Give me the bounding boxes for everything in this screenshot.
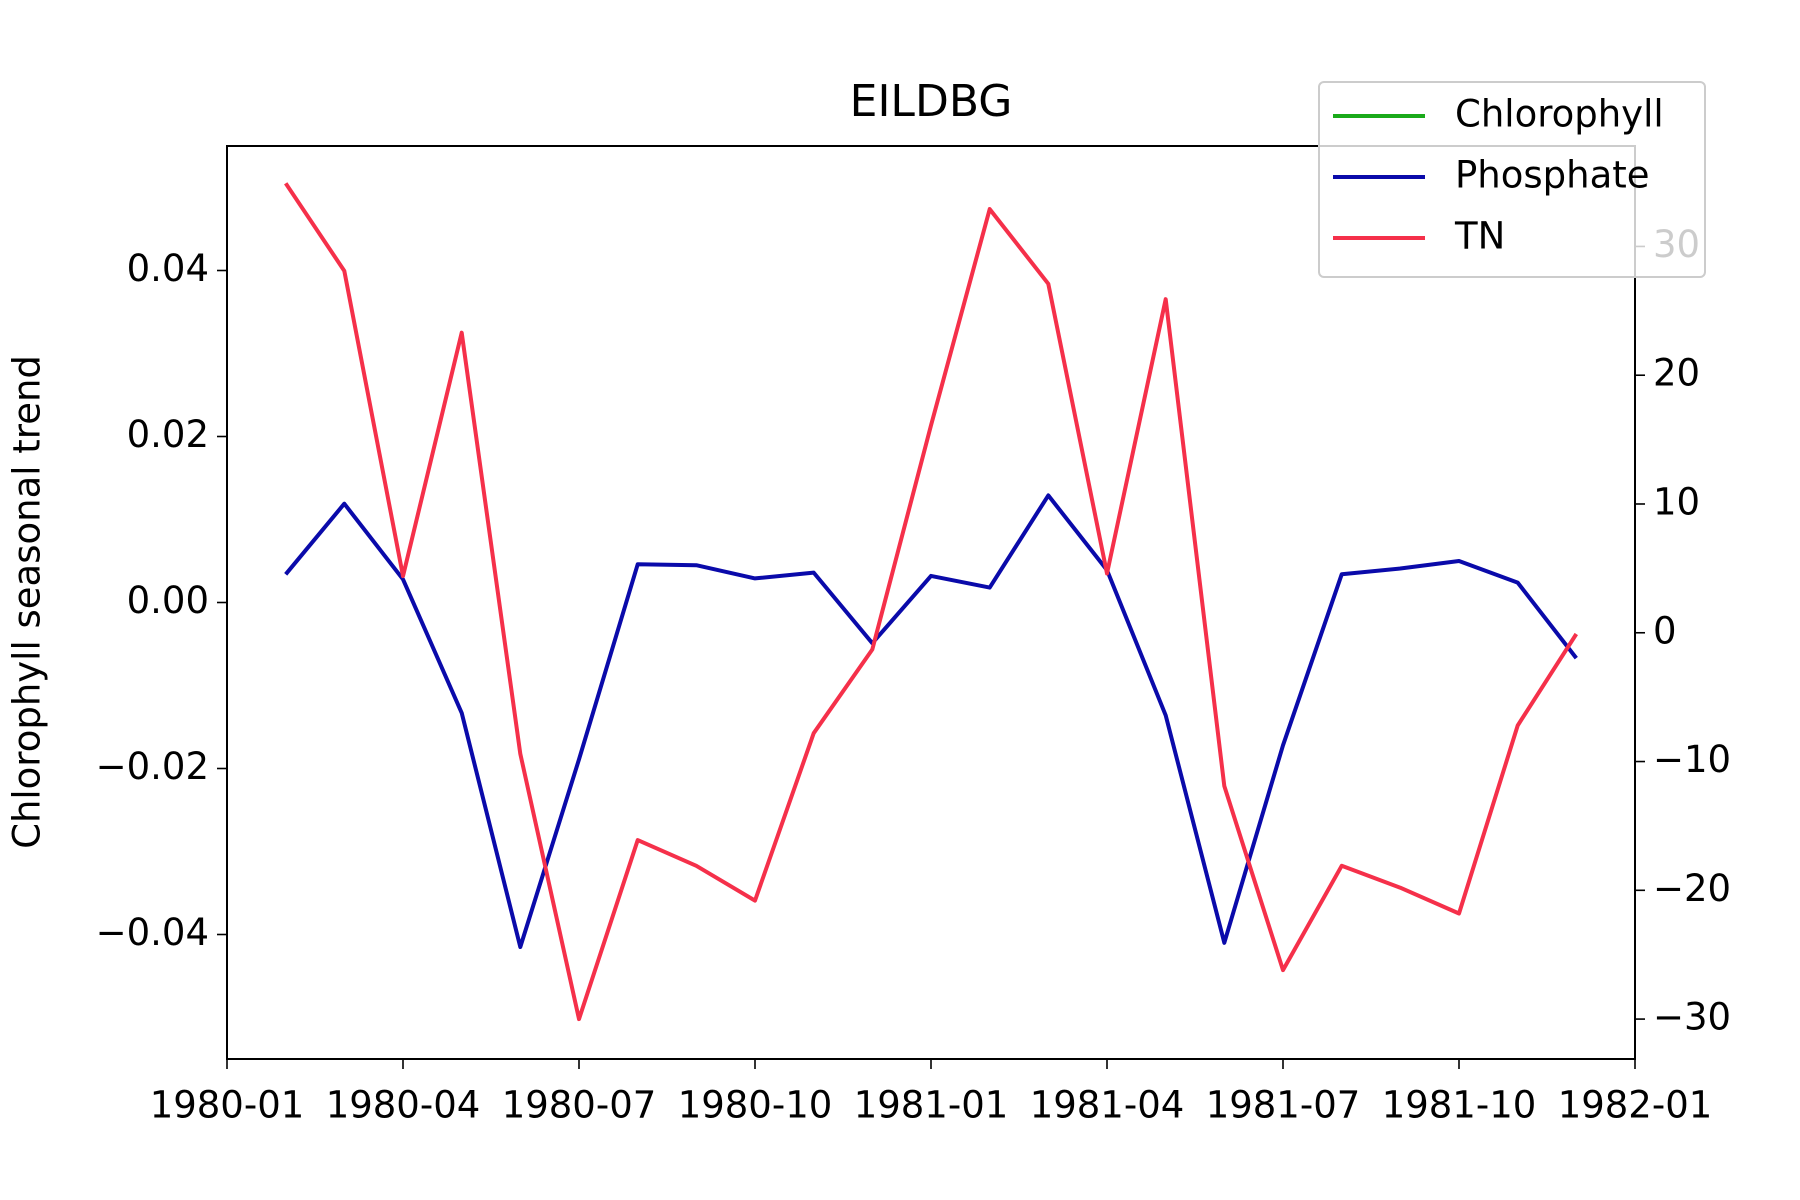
chart-title: EILDBG [850,76,1013,127]
x-tick-label: 1980-04 [326,1084,481,1127]
y-tick-label: −0.02 [96,745,209,788]
x-tick-label: 1980-10 [678,1084,833,1127]
x-tick-label: 1980-07 [502,1084,657,1127]
legend-label: Chlorophyll [1455,93,1664,136]
legend-label: TN [1454,215,1505,258]
x-tick-label: 1981-01 [854,1084,1009,1127]
x-tick-label: 1981-04 [1030,1084,1185,1127]
x-tick-label: 1981-10 [1382,1084,1537,1127]
legend-box [1318,81,1706,278]
y-tick-label: 0.02 [127,413,209,456]
legend-label: Phosphate [1455,154,1650,197]
legend: Chlorophyll Phosphate TN [1318,81,1706,278]
x-tick-label: 1981-07 [1206,1084,1361,1127]
plot-frame [226,145,1636,1060]
y2-tick-label: −30 [1653,996,1731,1039]
y2-tick-label: 10 [1653,480,1700,523]
y-tick-label: 0.00 [127,579,209,622]
y2-tick-label: −10 [1653,738,1731,781]
y2-tick-label: 0 [1653,609,1677,652]
y-tick-label: 0.04 [127,247,209,290]
y2-tick-label: −20 [1653,867,1731,910]
y-tick-label: −0.04 [96,911,209,954]
y2-tick-label: 20 [1653,352,1700,395]
x-tick-label: 1980-01 [150,1084,305,1127]
series-line [284,493,1578,949]
series-line [284,182,1578,1022]
y-axis-label: Chlorophyll seasonal trend [6,355,49,849]
x-tick-label: 1982-01 [1558,1084,1713,1127]
